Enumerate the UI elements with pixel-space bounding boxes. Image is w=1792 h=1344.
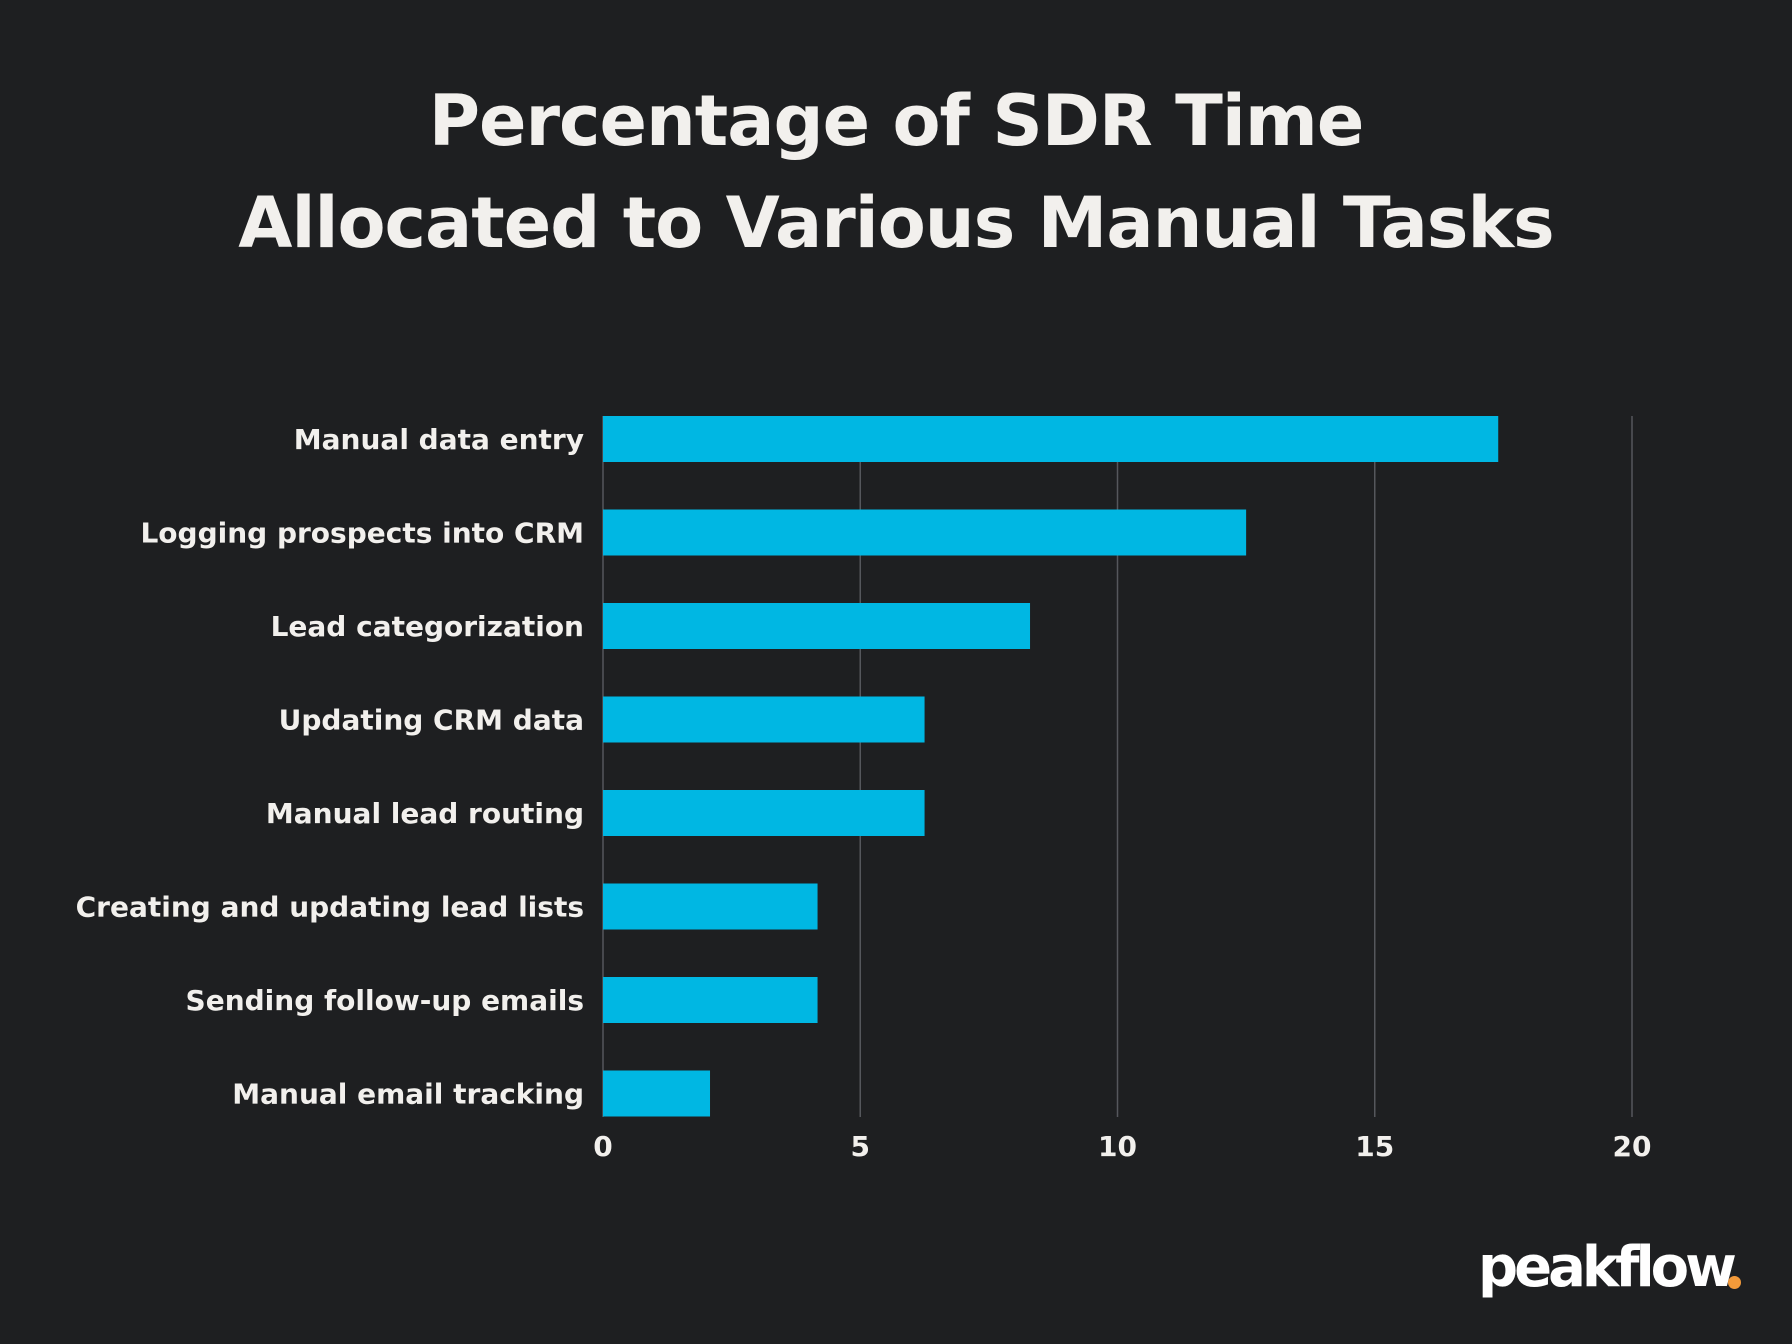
logo-dot (1728, 1276, 1741, 1289)
bar (603, 790, 925, 836)
x-axis-ticks: 0 5 10 15 20 (593, 1130, 1651, 1163)
x-tick-label: 0 (593, 1130, 612, 1163)
chart-title: Percentage of SDR Time Allocated to Vari… (0, 70, 1792, 274)
category-label: Manual email tracking (232, 1078, 584, 1111)
category-label: Creating and updating lead lists (76, 891, 584, 924)
x-tick-label: 5 (851, 1130, 870, 1163)
x-tick-label: 10 (1098, 1130, 1137, 1163)
category-label: Lead categorization (271, 610, 584, 643)
category-label: Sending follow-up emails (186, 984, 584, 1017)
chart-title-line-1: Percentage of SDR Time (428, 80, 1365, 162)
bar (603, 603, 1031, 649)
category-label: Manual lead routing (266, 797, 584, 830)
bar (603, 1070, 711, 1117)
chart-title-line-2: Allocated to Various Manual Tasks (238, 182, 1554, 264)
peakflow-logo: peakflow (1478, 1235, 1737, 1300)
category-label: Logging prospects into CRM (140, 517, 584, 550)
category-labels: Manual data entry Logging prospects into … (76, 423, 584, 1111)
x-tick-label: 20 (1613, 1130, 1652, 1163)
bar (603, 696, 925, 743)
bar (603, 416, 1499, 462)
category-label: Manual data entry (294, 423, 584, 456)
category-label: Updating CRM data (279, 704, 584, 737)
x-tick-label: 15 (1355, 1130, 1394, 1163)
bar (603, 883, 818, 930)
bars (603, 416, 1499, 1117)
bar (603, 977, 818, 1023)
bar (603, 509, 1247, 556)
